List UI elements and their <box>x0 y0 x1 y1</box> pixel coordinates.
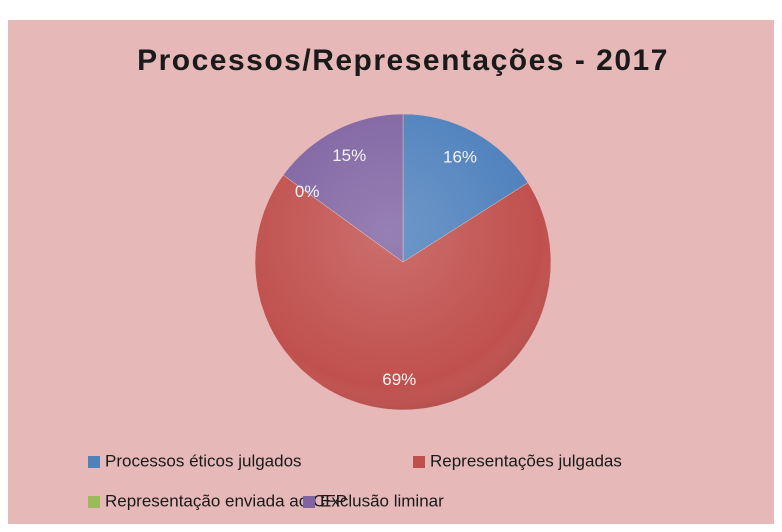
data-label: 16% <box>443 148 477 167</box>
legend-label: Processos éticos julgados <box>105 451 302 470</box>
data-label: 69% <box>382 370 416 389</box>
legend-label: Representações julgadas <box>430 451 622 470</box>
legend-swatch <box>413 456 425 468</box>
data-label: 0% <box>295 182 320 201</box>
legend-label: Exclusão liminar <box>320 491 444 510</box>
data-label: 15% <box>332 146 366 165</box>
legend-swatch <box>303 496 315 508</box>
legend-label: Representação enviada ao CFP <box>105 491 347 510</box>
chart-title: Processos/Representações - 2017 <box>137 44 669 77</box>
legend-swatch <box>88 456 100 468</box>
legend-swatch <box>88 496 100 508</box>
